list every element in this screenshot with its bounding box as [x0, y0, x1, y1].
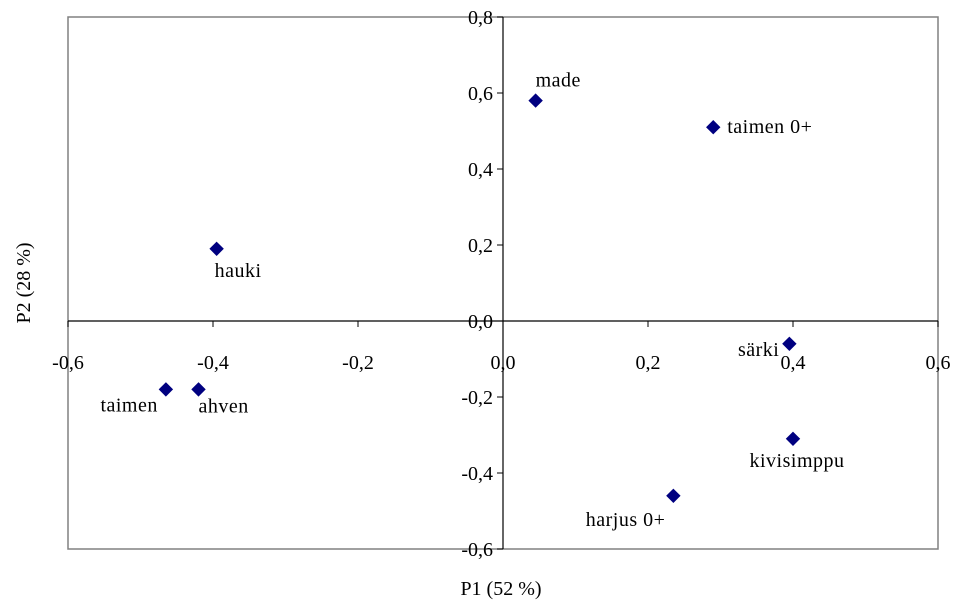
y-axis-title: P2 (28 %)	[13, 242, 35, 323]
data-point	[782, 336, 797, 352]
x-tick-label: -0,2	[342, 352, 374, 374]
x-tick-label: -0,6	[52, 352, 84, 374]
data-point	[158, 382, 174, 397]
x-tick-label: -0,4	[197, 352, 229, 374]
point-label: taimen	[100, 394, 157, 416]
data-point	[191, 382, 206, 397]
y-tick-label: 0,4	[468, 159, 493, 181]
y-tick-label: 0,0	[468, 311, 493, 333]
point-label: hauki	[215, 260, 262, 282]
y-tick-label: -0,6	[461, 539, 493, 561]
y-tick-label: -0,4	[461, 463, 493, 485]
point-label: särki	[738, 339, 779, 361]
data-point	[528, 93, 543, 108]
point-label: taimen 0+	[727, 116, 812, 138]
data-point	[209, 241, 224, 257]
y-tick-label: -0,2	[461, 387, 493, 409]
y-tick-label: 0,2	[468, 235, 493, 257]
point-label: ahven	[199, 395, 249, 417]
data-point	[666, 488, 681, 504]
x-tick-label: 0,4	[781, 352, 806, 374]
y-tick-label: 0,8	[468, 7, 493, 29]
x-axis-title: P1 (52 %)	[460, 578, 541, 600]
point-label: kivisimppu	[749, 450, 844, 472]
y-tick-label: 0,6	[468, 83, 493, 105]
x-tick-label: 0,0	[491, 352, 516, 374]
point-label: made	[536, 70, 581, 92]
data-point	[706, 119, 721, 135]
data-point	[785, 431, 801, 447]
x-tick-label: 0,2	[636, 352, 661, 374]
point-label: harjus 0+	[586, 509, 666, 531]
x-tick-label: 0,6	[926, 352, 951, 374]
